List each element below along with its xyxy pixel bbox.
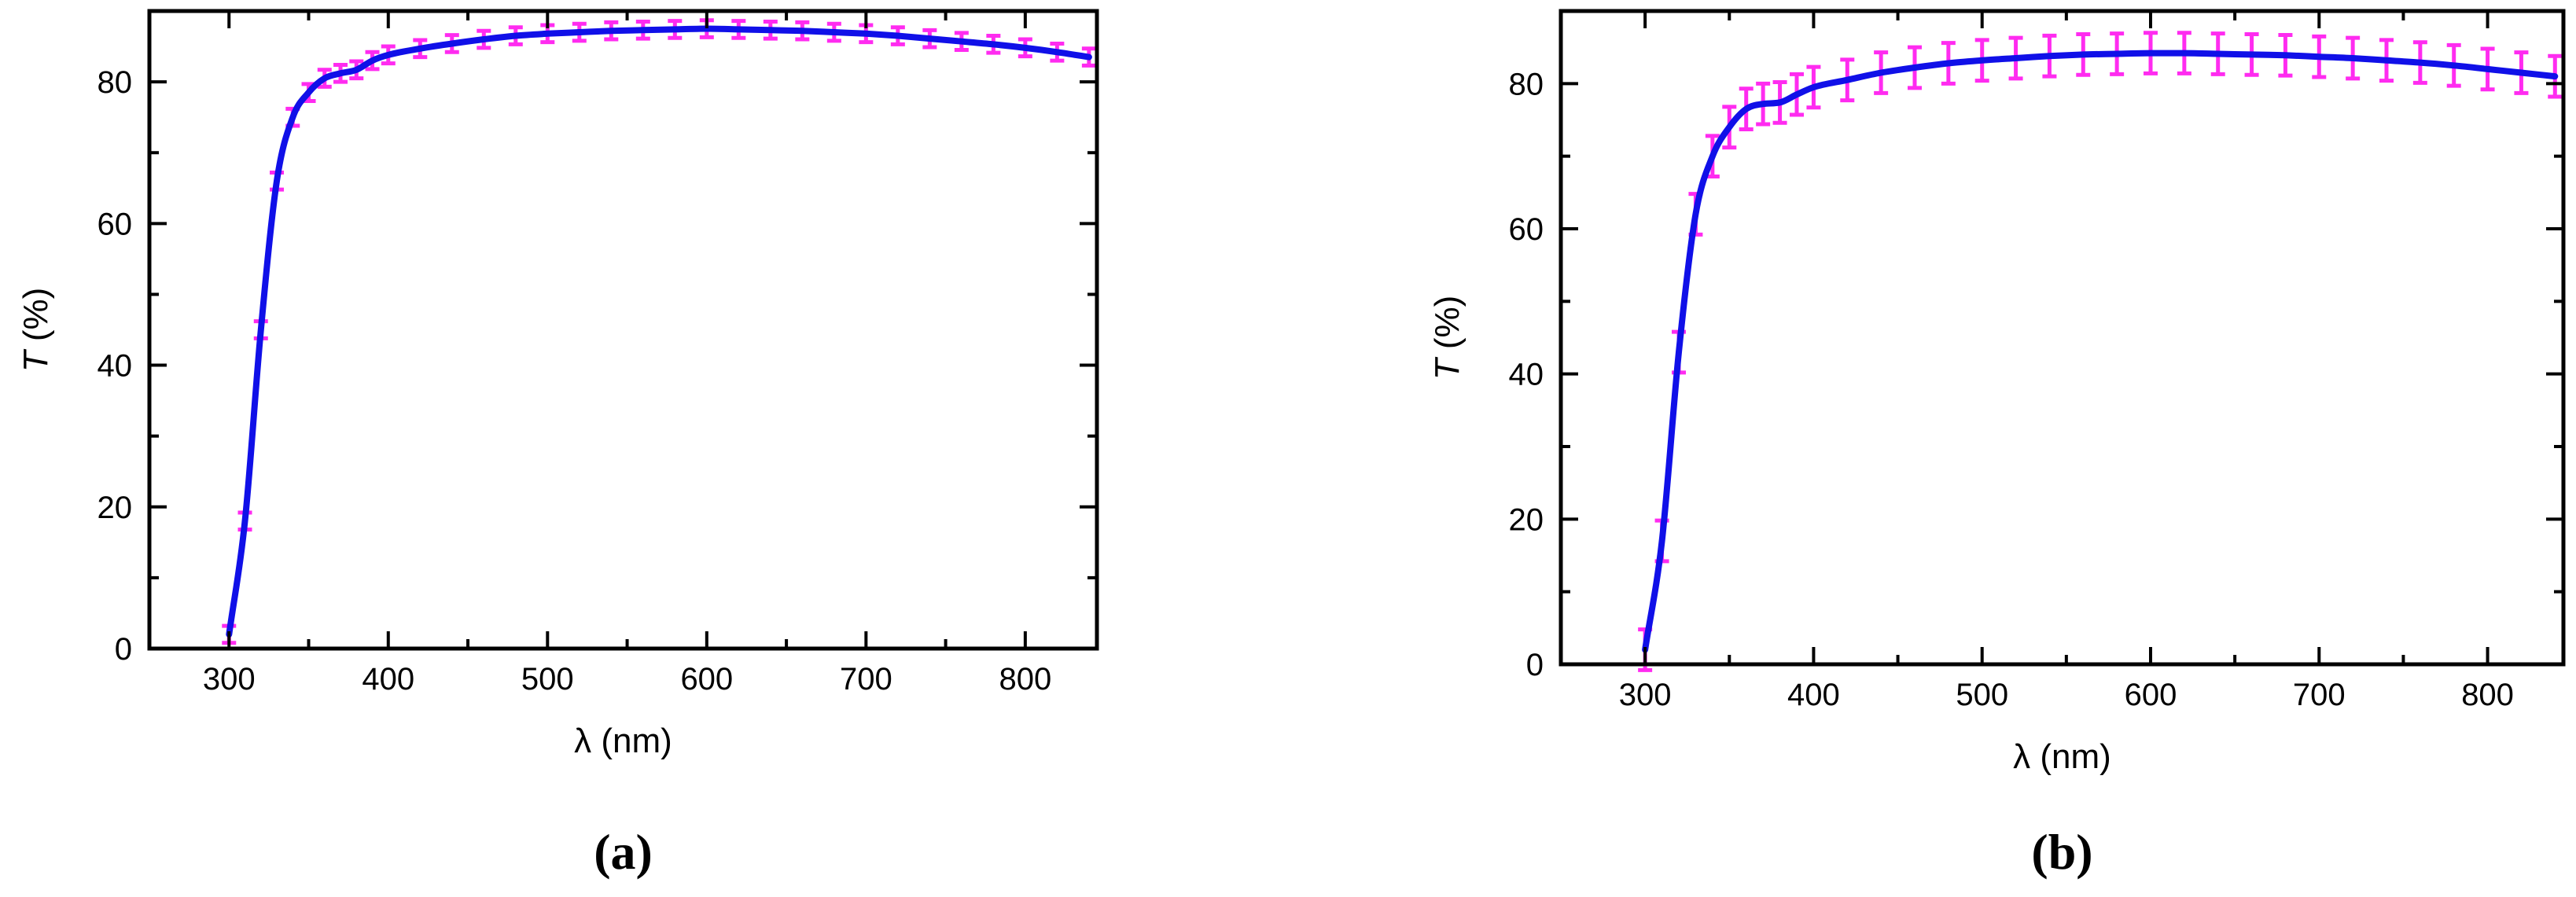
chart-a-marks (222, 18, 1096, 645)
chart-a-y-tick-label: 40 (98, 349, 133, 384)
chart-b-x-tick-label: 400 (1787, 678, 1840, 712)
chart-b-y-axis-label: T (%) (1428, 296, 1466, 380)
chart-a-y-tick-label: 0 (115, 632, 132, 667)
chart-b-x-tick-label: 300 (1619, 678, 1672, 712)
chart-b-plot-frame (1558, 9, 2566, 667)
chart-b-y-tick-label: 20 (1509, 502, 1544, 537)
chart-a-x-tick-label: 700 (840, 662, 892, 697)
chart-a-ticks: 300 400 500 600 700 800 0 20 40 60 80 (98, 9, 1097, 697)
chart-panel-b: 300 400 500 600 700 800 0 20 40 60 80 λ (nm) T (%)… (1428, 9, 2566, 880)
chart-a-series-line (226, 25, 1092, 638)
chart-b-y-tick-label: 80 (1509, 67, 1544, 101)
chart-a-y-axis-label: T (%) (17, 288, 55, 373)
chart-a-x-tick-label: 800 (999, 662, 1051, 697)
chart-panel-a: 300 400 500 600 700 800 0 20 40 60 80 λ (nm) T (%)… (17, 9, 1099, 880)
chart-b-x-tick-label: 500 (1956, 678, 2008, 712)
chart-b-x-tick-label: 600 (2125, 678, 2177, 712)
chart-a-y-tick-label: 80 (98, 65, 133, 100)
chart-a-plot-frame (147, 9, 1099, 651)
chart-b-x-tick-label: 800 (2461, 678, 2514, 712)
chart-a-x-tick-label: 300 (203, 662, 256, 697)
chart-a-panel-label: (a) (594, 824, 653, 880)
chart-a-x-tick-label: 600 (680, 662, 733, 697)
chart-a-x-tick-label: 500 (521, 662, 574, 697)
chart-b-x-axis-label: λ (nm) (2013, 737, 2111, 776)
chart-b-marks (1638, 31, 2563, 672)
chart-b-ticks: 300 400 500 600 700 800 0 20 40 60 80 (1509, 9, 2563, 712)
chart-a-y-tick-label: 20 (98, 491, 133, 525)
chart-b-panel-label: (b) (2031, 824, 2092, 880)
chart-b-series-line (1642, 50, 2559, 653)
chart-a-x-axis-label: λ (nm) (574, 722, 672, 760)
chart-b-y-tick-label: 0 (1526, 648, 1544, 682)
chart-b-y-tick-label: 60 (1509, 212, 1544, 247)
chart-a-x-tick-label: 400 (362, 662, 414, 697)
chart-b-x-tick-label: 700 (2293, 678, 2346, 712)
chart-b-y-tick-label: 40 (1509, 358, 1544, 392)
chart-a-y-tick-label: 60 (98, 207, 133, 241)
